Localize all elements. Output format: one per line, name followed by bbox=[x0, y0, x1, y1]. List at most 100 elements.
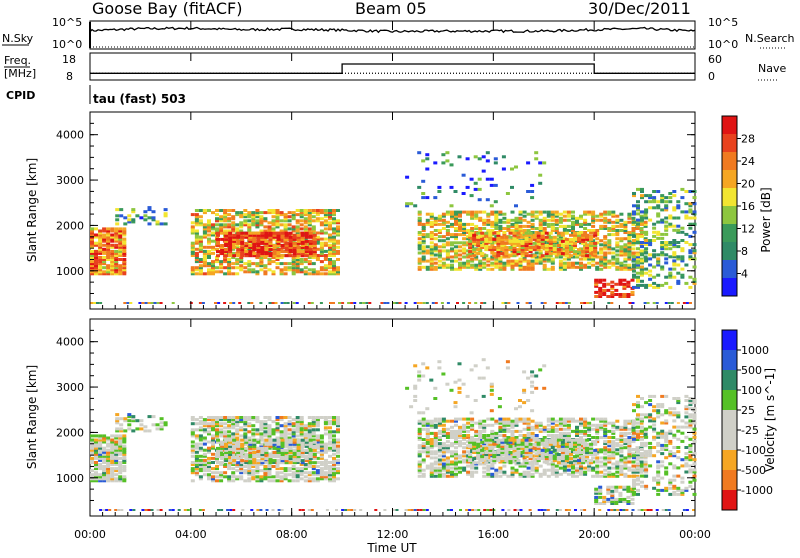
velocity-pixel bbox=[527, 467, 531, 470]
velocity-pixel bbox=[240, 443, 244, 446]
power-pixel bbox=[569, 246, 573, 249]
power-pixel bbox=[551, 223, 555, 226]
velocity-pixel bbox=[470, 471, 474, 474]
power-pixel bbox=[143, 218, 147, 221]
power-pixel bbox=[272, 260, 276, 263]
power-pixel bbox=[664, 204, 668, 207]
power-pixel bbox=[110, 234, 114, 237]
power-pixel bbox=[320, 217, 324, 220]
power-pixel bbox=[280, 211, 284, 214]
power-pixel bbox=[304, 270, 308, 273]
velocity-pixel bbox=[523, 418, 527, 421]
velocity-pixel bbox=[450, 450, 454, 453]
power-pixel bbox=[207, 219, 211, 222]
ground-pixel bbox=[456, 302, 459, 304]
power-pixel bbox=[438, 245, 442, 248]
power-pixel bbox=[199, 258, 203, 261]
ground-pixel bbox=[172, 302, 175, 304]
power-pixel bbox=[434, 254, 438, 257]
power-pixel bbox=[239, 264, 243, 267]
power-pixel bbox=[442, 249, 446, 252]
velocity-pixel bbox=[118, 475, 122, 478]
velocity-pixel bbox=[450, 426, 454, 429]
velocity-pixel bbox=[555, 420, 559, 423]
velocity-pixel bbox=[231, 471, 235, 474]
power-pixel bbox=[195, 252, 199, 255]
velocity-pixel bbox=[422, 473, 426, 476]
power-pixel bbox=[502, 217, 506, 220]
power-pixel bbox=[248, 250, 252, 253]
ground-pixel bbox=[417, 302, 420, 304]
power-pixel bbox=[587, 262, 591, 265]
velocity-pixel bbox=[531, 432, 535, 435]
power-pixel bbox=[263, 211, 267, 214]
ground-pixel bbox=[386, 302, 389, 304]
power-pixel bbox=[632, 252, 636, 255]
power-pixel bbox=[684, 264, 688, 267]
power-pixel bbox=[660, 241, 664, 244]
velocity-pixel bbox=[559, 418, 563, 421]
power-pixel bbox=[115, 222, 119, 225]
power-pixel bbox=[526, 161, 530, 164]
power-pixel bbox=[152, 210, 156, 213]
power-pixel bbox=[523, 225, 527, 228]
velocity-pixel bbox=[255, 475, 259, 478]
velocity-pixel bbox=[567, 418, 571, 421]
power-pixel bbox=[263, 225, 267, 228]
power-pixel bbox=[320, 260, 324, 263]
power-pixel bbox=[579, 215, 583, 218]
power-pixel bbox=[615, 237, 619, 240]
power-pixel bbox=[603, 217, 607, 220]
power-pixel bbox=[509, 240, 513, 243]
power-pixel bbox=[98, 230, 102, 233]
power-pixel bbox=[644, 272, 648, 275]
power-pixel bbox=[446, 225, 450, 228]
power-pixel bbox=[502, 168, 506, 171]
ground-pixel bbox=[629, 302, 632, 304]
power-pixel bbox=[195, 213, 199, 216]
power-pixel bbox=[688, 243, 692, 246]
velocity-pixel bbox=[551, 426, 555, 429]
power-pixel bbox=[300, 219, 304, 222]
velocity-pixel bbox=[332, 434, 336, 437]
ground-pixel bbox=[272, 302, 275, 304]
power-pixel bbox=[425, 196, 429, 199]
velocity-pixel bbox=[486, 465, 490, 468]
power-pixel bbox=[563, 219, 567, 222]
power-pixel bbox=[490, 204, 494, 207]
power-pixel bbox=[502, 155, 506, 158]
power-pixel bbox=[514, 204, 518, 207]
velocity-pixel bbox=[207, 422, 211, 425]
velocity-pixel bbox=[296, 479, 300, 482]
power-pixel bbox=[478, 178, 482, 181]
power-pixel bbox=[693, 210, 697, 213]
power-pixel bbox=[676, 272, 680, 275]
power-pixel bbox=[534, 157, 538, 160]
velocity-pixel bbox=[292, 428, 296, 431]
power-pixel bbox=[191, 221, 195, 224]
velocity-pixel bbox=[251, 424, 255, 427]
velocity-pixel bbox=[324, 426, 328, 429]
ground-pixel bbox=[148, 302, 151, 304]
power-pixel bbox=[191, 242, 195, 245]
power-pixel bbox=[549, 236, 553, 239]
power-pixel bbox=[211, 232, 215, 235]
power-pixel bbox=[426, 213, 430, 216]
velocity-pixel bbox=[547, 475, 551, 478]
velocity-pixel bbox=[292, 471, 296, 474]
velocity-pixel bbox=[227, 434, 231, 437]
velocity-pixel bbox=[244, 453, 248, 456]
velocity-pixel bbox=[251, 428, 255, 431]
velocity-pixel bbox=[207, 473, 211, 476]
velocity-pixel bbox=[269, 453, 273, 456]
ground-pixel bbox=[504, 302, 507, 304]
ground-pixel bbox=[426, 302, 429, 304]
ground-pixel bbox=[565, 302, 568, 304]
power-pixel bbox=[320, 230, 324, 233]
power-pixel bbox=[243, 266, 247, 269]
velocity-pixel bbox=[313, 453, 317, 456]
power-pixel bbox=[450, 233, 454, 236]
power-pixel bbox=[569, 254, 573, 257]
velocity-pixel bbox=[300, 467, 304, 470]
power-pixel bbox=[549, 252, 553, 255]
